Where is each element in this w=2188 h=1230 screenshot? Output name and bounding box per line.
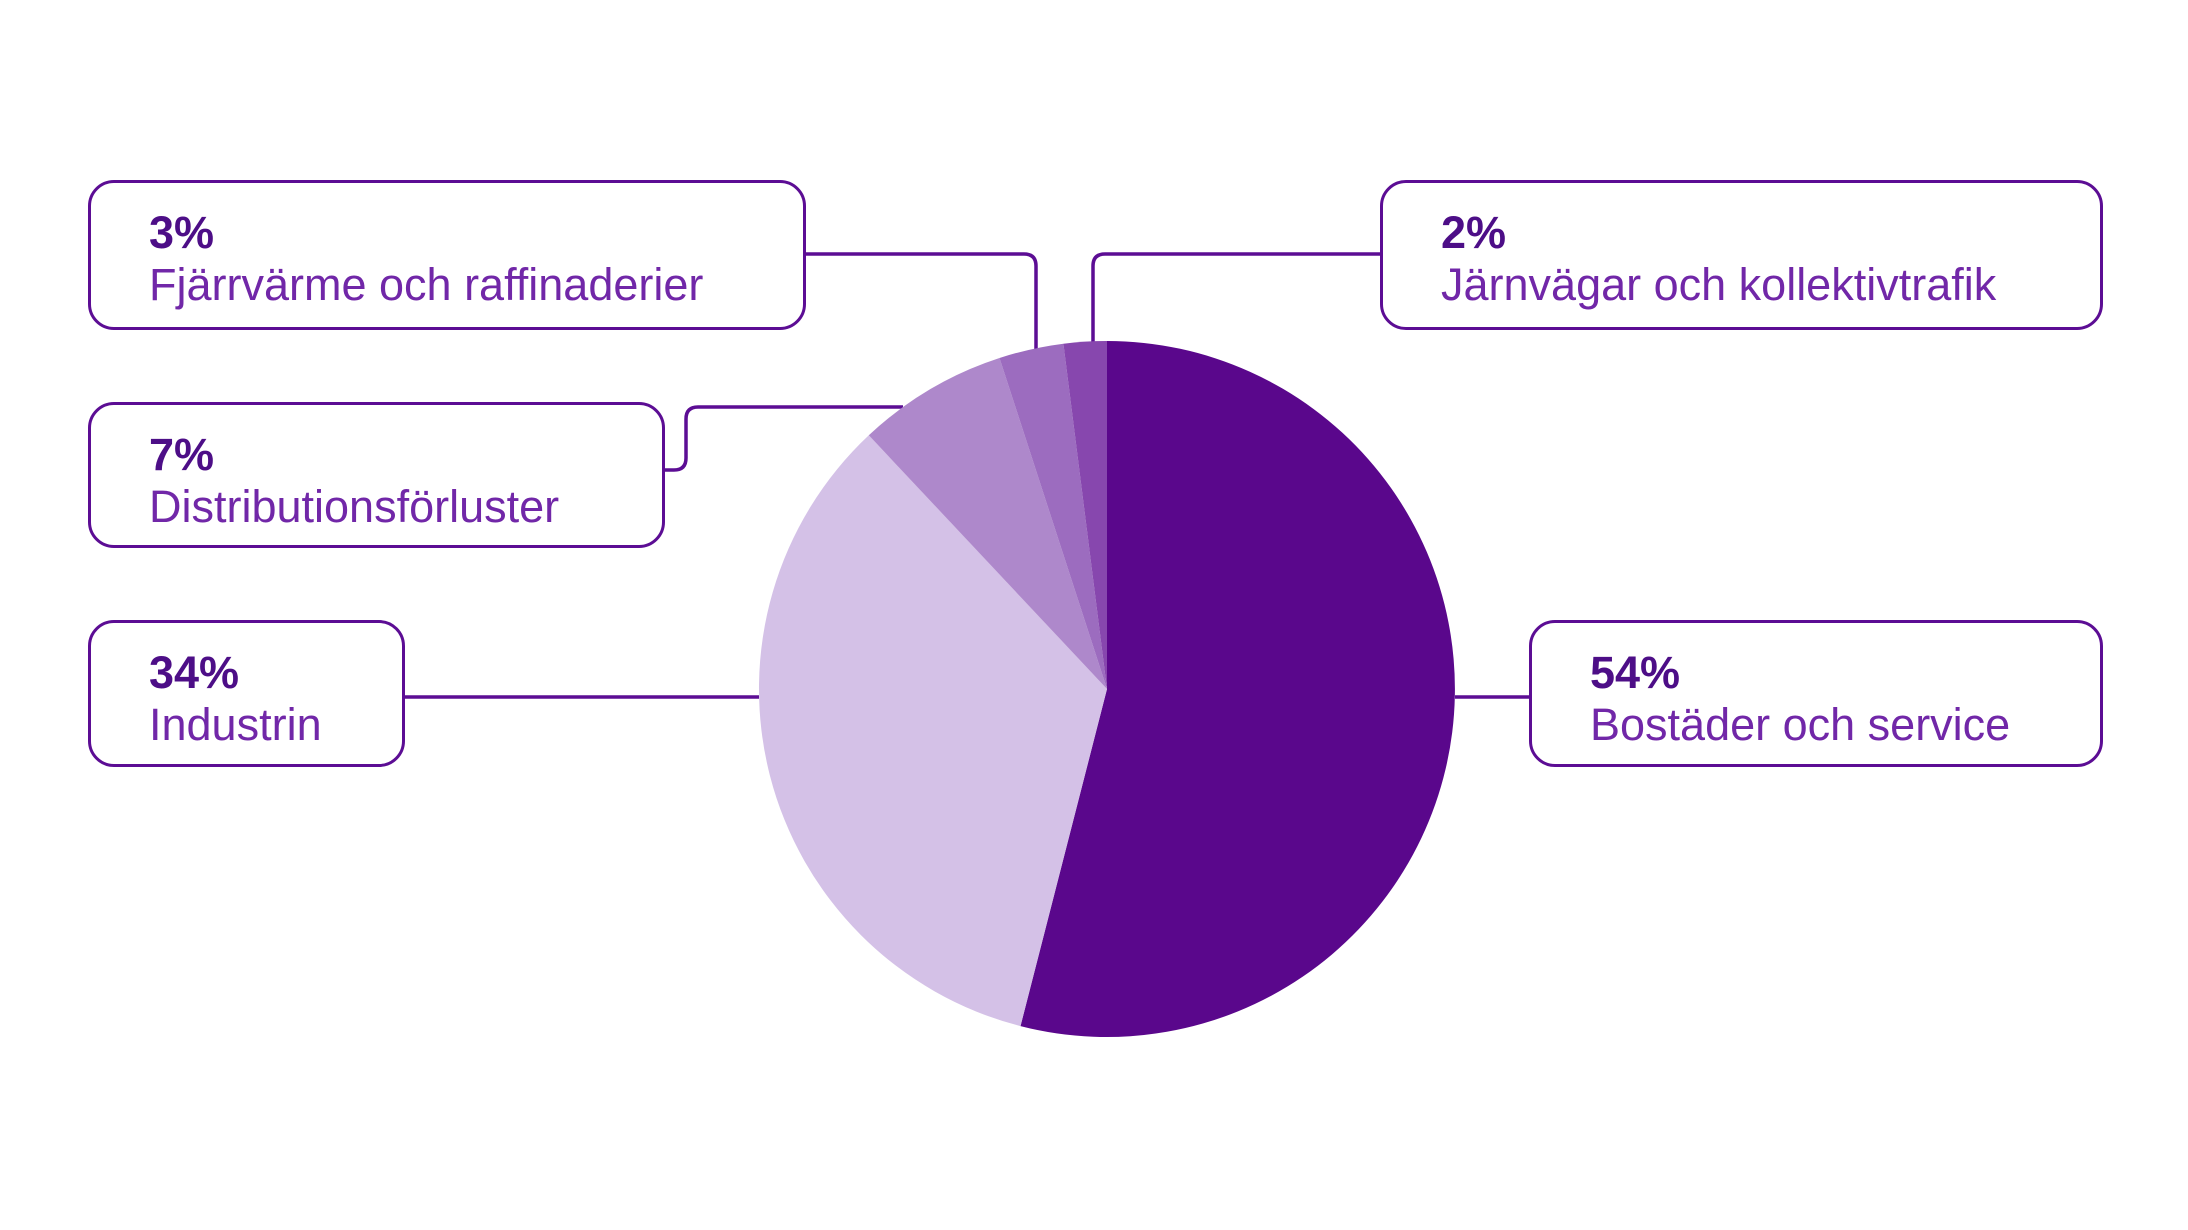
pie-slice-distributionsforluster bbox=[868, 358, 1107, 689]
callout-distributionsforluster-value: 7% bbox=[149, 429, 215, 480]
pie-slices bbox=[758, 340, 1455, 1037]
callout-industrin-value: 34% bbox=[149, 647, 240, 698]
callout-bostader-label: Bostäder och service bbox=[1590, 699, 2011, 751]
callout-jarnvagar: 2% Järnvägar och kollektivtrafik bbox=[1380, 180, 2103, 330]
pie-slice-industrin bbox=[758, 435, 1107, 1027]
callout-distributionsforluster-label: Distributionsförluster bbox=[149, 481, 560, 533]
callout-jarnvagar-value: 2% bbox=[1441, 207, 1507, 258]
pie-slice-fjarrvarme-och-raffinaderier bbox=[999, 343, 1107, 689]
callout-industrin: 34% Industrin bbox=[88, 620, 405, 767]
callout-fjarrvarme-label: Fjärrvärme och raffinaderier bbox=[149, 259, 704, 311]
callout-bostader: 54% Bostäder och service bbox=[1529, 620, 2103, 767]
pie-slice-bostader-och-service bbox=[1020, 341, 1455, 1037]
callout-jarnvagar-label: Järnvägar och kollektivtrafik bbox=[1441, 259, 1997, 311]
callout-fjarrvarme-value: 3% bbox=[149, 207, 215, 258]
pie-slice-jarnvagar-och-kollektivtrafik bbox=[1063, 340, 1107, 689]
callout-industrin-label: Industrin bbox=[149, 699, 322, 751]
callout-distributionsforluster: 7% Distributionsförluster bbox=[88, 402, 665, 548]
callout-connectors bbox=[405, 252, 1529, 699]
callout-bostader-value: 54% bbox=[1590, 647, 1681, 698]
connector-fjarrvarme bbox=[806, 252, 1038, 349]
connector-jarnvagar bbox=[1091, 252, 1380, 342]
callout-fjarrvarme: 3% Fjärrvärme och raffinaderier bbox=[88, 180, 806, 330]
connector-distributionsforluster bbox=[665, 405, 903, 472]
